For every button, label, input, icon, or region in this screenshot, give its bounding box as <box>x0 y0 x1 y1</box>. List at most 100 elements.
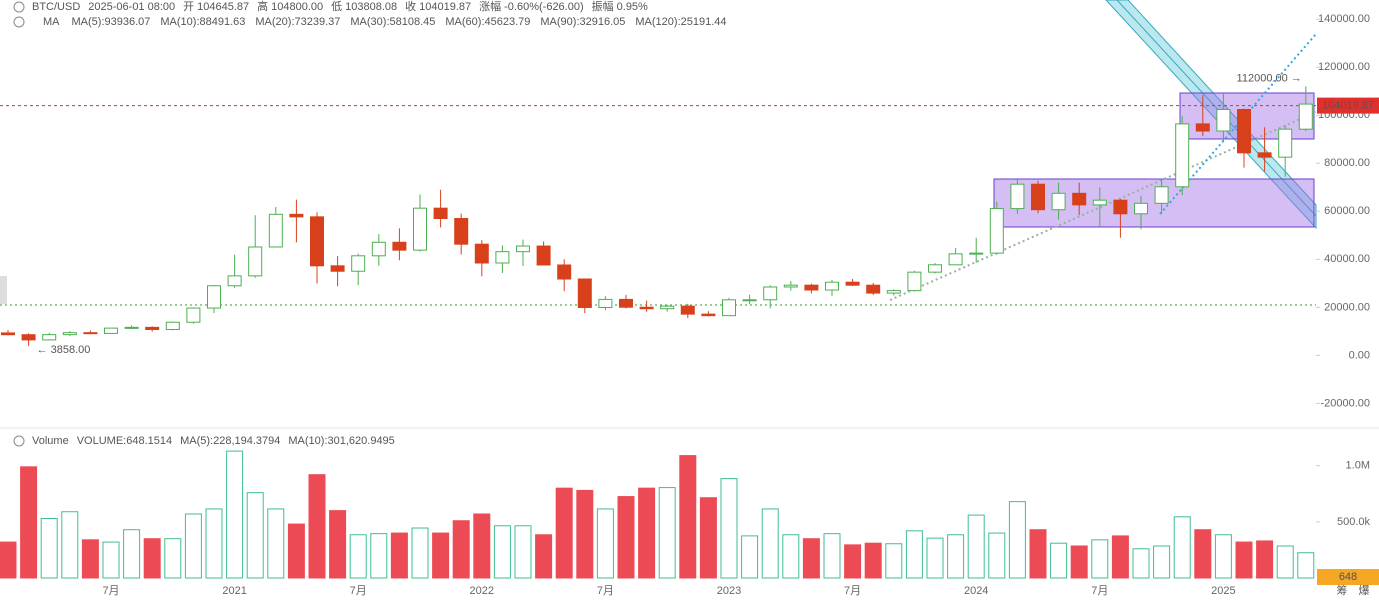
ma-legend: MA(30):58108.45 <box>350 16 435 28</box>
field-value: -0.60%(-626.00) <box>504 1 584 13</box>
candle-body <box>639 306 654 310</box>
collapse-icon <box>13 1 25 13</box>
volume-bar <box>638 487 656 579</box>
tool-button[interactable]: 爆 <box>1359 583 1370 597</box>
x-tick-label: 7月 <box>350 585 367 597</box>
volume-bar <box>1091 539 1109 579</box>
candle-body <box>42 334 57 341</box>
volume-bar <box>349 534 367 579</box>
ma-title: MA <box>43 16 60 28</box>
candle-body <box>474 243 489 264</box>
candle-body <box>1154 186 1169 204</box>
candle-body <box>763 286 778 301</box>
volume-bar <box>20 466 38 579</box>
ma-legend: MA(120):25191.44 <box>635 16 726 28</box>
volume-legend: MA(10):301,620.9495 <box>288 435 394 447</box>
volume-bar <box>205 508 223 579</box>
volume-bar <box>308 474 326 579</box>
volume-legend: MA(5):228,194.3794 <box>180 435 280 447</box>
x-tick-label: 2022 <box>470 585 494 597</box>
field-value: 0.95% <box>617 1 648 13</box>
volume-bar <box>1070 545 1088 579</box>
candle-body <box>577 278 592 308</box>
volume-bar <box>782 534 800 579</box>
field-label: 收 <box>405 0 416 13</box>
volume-bar <box>658 487 676 579</box>
volume-bar <box>720 478 738 579</box>
volume-tick-label: 1.0M <box>1346 460 1370 472</box>
candle-body <box>1134 202 1148 215</box>
candle-body <box>1298 103 1313 130</box>
candle-body <box>268 213 283 248</box>
ma-legend: MA(60):45623.79 <box>445 16 530 28</box>
volume-bar <box>226 450 244 579</box>
y-tick-label: 60000.00 <box>1324 205 1370 217</box>
candle-body <box>495 251 510 264</box>
candle-body <box>1216 108 1231 132</box>
volume-bar <box>905 530 923 579</box>
volume-bar <box>1276 545 1294 579</box>
candle-body <box>948 253 963 266</box>
candle-body <box>124 326 139 329</box>
field-label: 涨幅 <box>479 0 501 13</box>
volume-bar <box>679 455 697 579</box>
volume-bar <box>411 527 429 579</box>
field-label: 振幅 <box>592 0 614 13</box>
ma-legend: MA(5):93936.07 <box>72 16 151 28</box>
last-price-label: 104019.87 <box>1322 100 1374 112</box>
collapse-icon <box>13 16 25 28</box>
y-tick-label: -20000.00 <box>1320 397 1370 409</box>
volume-bar <box>267 508 285 579</box>
candle-body <box>742 299 757 302</box>
volume-bar <box>184 513 202 579</box>
tool-button[interactable]: 筹 <box>1337 583 1348 597</box>
candle-body <box>783 284 798 288</box>
last-price-box <box>1317 97 1379 114</box>
side-handle[interactable] <box>0 276 7 304</box>
volume-bar <box>761 508 779 579</box>
volume-bar <box>864 542 882 579</box>
volume-bar <box>1029 529 1047 579</box>
volume-bar <box>452 520 470 579</box>
volume-bar <box>885 543 903 579</box>
candle-body <box>825 281 839 291</box>
x-tick-label: 7月 <box>1091 585 1108 597</box>
candle-body <box>866 284 881 294</box>
candle-body <box>1072 192 1087 206</box>
volume-bar <box>1111 535 1129 579</box>
y-tick-label: 20000.00 <box>1324 301 1370 313</box>
candle-body <box>619 298 633 308</box>
ma-legend: MA(90):32916.05 <box>540 16 625 28</box>
x-tick-label: 2025 <box>1211 585 1235 597</box>
candle-body <box>907 271 922 292</box>
ma-legend: MA(20):73239.37 <box>255 16 340 28</box>
candle-body <box>1 332 15 336</box>
time: 2025-06-01 08:00 <box>88 1 175 13</box>
candle-body <box>722 299 736 317</box>
volume-bar <box>844 544 862 579</box>
volume-bar <box>802 538 820 579</box>
y-tick-label: 80000.00 <box>1324 157 1370 169</box>
candle-body <box>289 213 304 218</box>
candle-body <box>413 207 427 251</box>
candle-body <box>516 245 530 253</box>
volume-bar <box>1050 542 1068 579</box>
volume-bar <box>1297 552 1315 579</box>
x-tick-label: 2023 <box>717 585 741 597</box>
field-label: 低 <box>331 0 342 13</box>
candle-body <box>1237 108 1251 154</box>
volume-bar <box>246 492 264 579</box>
symbol: BTC/USD <box>32 1 80 13</box>
volume-bar <box>329 510 347 579</box>
candle-body <box>536 245 551 266</box>
x-tick-label: 7月 <box>597 585 614 597</box>
candle-body <box>371 241 386 257</box>
field-value: 103808.08 <box>345 1 397 13</box>
y-tick-label: 120000.00 <box>1318 61 1370 73</box>
volume-legend: Volume <box>32 435 69 447</box>
y-tick-label: 40000.00 <box>1324 253 1370 265</box>
field-label: 高 <box>257 0 268 13</box>
volume-bar <box>81 539 99 579</box>
candle-body <box>1278 128 1293 158</box>
